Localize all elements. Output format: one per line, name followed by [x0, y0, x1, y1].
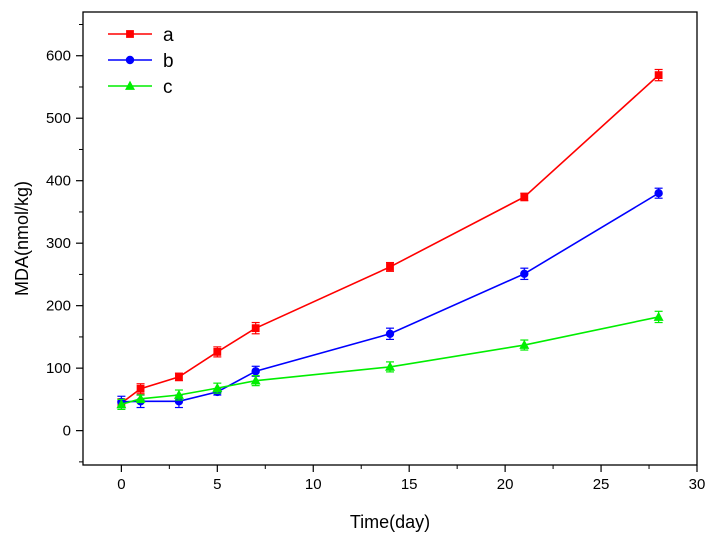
series-c-line — [121, 316, 659, 406]
series-b-point — [520, 269, 529, 279]
x-tick-label: 20 — [497, 476, 514, 493]
series-c-point — [116, 399, 127, 409]
legend-marker-a — [126, 30, 134, 38]
legend-entry-c: c — [108, 77, 173, 98]
series-a-point — [520, 193, 529, 201]
legend-entry-a: a — [108, 25, 174, 46]
series-a-point — [213, 348, 222, 356]
y-tick-label: 0 — [63, 423, 71, 440]
x-tick-label: 30 — [689, 476, 706, 493]
series-c-point — [173, 389, 184, 399]
series-c — [116, 310, 664, 410]
y-axis-ticks: 0 100 200 300 400 500 600 — [46, 23, 83, 463]
series-b-line — [121, 192, 660, 403]
x-tick-label: 15 — [401, 476, 418, 493]
series-a-point — [251, 324, 260, 333]
series-layer — [116, 68, 664, 410]
legend-label-b: b — [163, 51, 174, 72]
series-a-point — [175, 372, 183, 381]
series-b — [117, 187, 663, 409]
series-c-point — [385, 361, 395, 371]
series-a-point — [136, 384, 145, 393]
series-b-point — [251, 367, 260, 376]
series-c-point — [135, 393, 146, 403]
x-tick-label: 0 — [117, 476, 125, 493]
legend-marker-b — [125, 55, 135, 65]
legend-label-c: c — [163, 77, 173, 98]
series-b-point — [385, 329, 395, 338]
y-tick-label: 100 — [46, 360, 71, 377]
series-a-line — [120, 74, 660, 404]
x-axis-title: Time(day) — [350, 512, 430, 532]
series-b-point — [654, 188, 663, 198]
series-a-point — [654, 71, 663, 80]
series-c-point — [250, 375, 261, 385]
legend-entry-b: b — [108, 51, 174, 72]
series-a-point — [386, 263, 394, 271]
legend-label-a: a — [163, 25, 174, 46]
series-c-point — [212, 382, 223, 393]
y-tick-label: 200 — [46, 298, 71, 315]
x-axis-ticks: 0 5 10 15 20 25 30 — [117, 465, 705, 493]
x-tick-label: 25 — [593, 476, 610, 493]
y-tick-label: 400 — [46, 173, 71, 190]
y-tick-label: 300 — [46, 235, 71, 252]
y-axis-title: MDA(nmol/kg) — [12, 181, 32, 296]
legend: abc — [108, 25, 174, 98]
x-tick-label: 10 — [305, 476, 322, 493]
plot-frame — [82, 11, 698, 466]
x-tick-label: 5 — [213, 476, 221, 493]
series-c-point — [519, 339, 530, 349]
y-tick-label: 500 — [46, 110, 71, 127]
series-c-point — [653, 311, 664, 321]
y-tick-label: 600 — [46, 48, 71, 65]
legend-marker-c — [125, 80, 135, 90]
